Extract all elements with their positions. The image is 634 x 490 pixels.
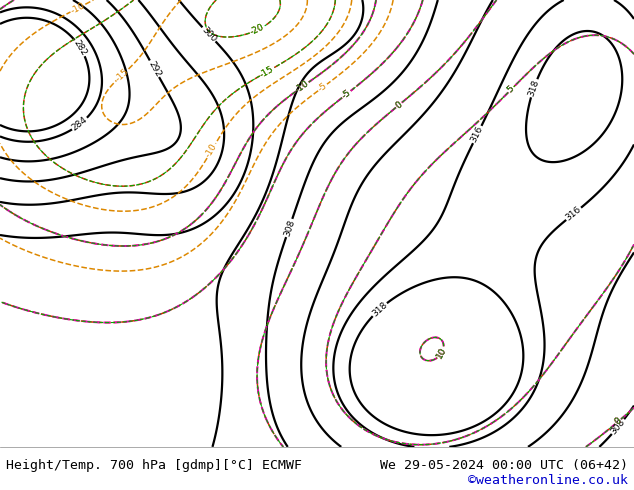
Text: -10: -10 (294, 79, 311, 95)
Text: 282: 282 (72, 38, 89, 57)
Text: 0: 0 (394, 100, 404, 110)
Text: 308: 308 (609, 417, 627, 436)
Text: -10: -10 (69, 1, 86, 16)
Text: Height/Temp. 700 hPa [gdmp][°C] ECMWF: Height/Temp. 700 hPa [gdmp][°C] ECMWF (6, 459, 302, 472)
Text: 0: 0 (394, 100, 404, 110)
Text: 318: 318 (370, 300, 389, 318)
Text: 318: 318 (527, 78, 541, 98)
Text: 5: 5 (506, 84, 516, 95)
Text: ©weatheronline.co.uk: ©weatheronline.co.uk (468, 473, 628, 487)
Text: -15: -15 (259, 64, 276, 79)
Text: 308: 308 (282, 219, 296, 238)
Text: -15: -15 (259, 64, 276, 79)
Text: 292: 292 (146, 59, 162, 78)
Text: -10: -10 (204, 142, 219, 160)
Text: -20: -20 (249, 23, 266, 37)
Text: 10: 10 (435, 345, 448, 360)
Text: 5: 5 (506, 84, 516, 95)
Text: 10: 10 (435, 345, 448, 360)
Text: 0: 0 (613, 416, 623, 427)
Text: 284: 284 (70, 115, 89, 133)
Text: 10: 10 (435, 345, 448, 360)
Text: 0: 0 (613, 416, 623, 427)
Text: -5: -5 (340, 88, 353, 100)
Text: -10: -10 (294, 79, 311, 95)
Text: -20: -20 (249, 23, 266, 37)
Text: 5: 5 (506, 84, 516, 95)
Text: 0: 0 (613, 416, 623, 427)
Text: -5: -5 (340, 88, 353, 100)
Text: -5: -5 (340, 88, 353, 100)
Text: 300: 300 (200, 25, 218, 44)
Text: 316: 316 (469, 125, 485, 144)
Text: 0: 0 (394, 100, 404, 110)
Text: We 29-05-2024 00:00 UTC (06+42): We 29-05-2024 00:00 UTC (06+42) (380, 459, 628, 472)
Text: -10: -10 (294, 79, 311, 95)
Text: -5: -5 (316, 81, 329, 94)
Text: 316: 316 (564, 205, 583, 223)
Text: -15: -15 (114, 66, 131, 83)
